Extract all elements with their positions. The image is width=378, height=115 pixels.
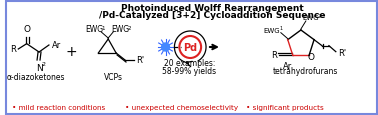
Text: Ar: Ar [52, 41, 61, 50]
Text: 2: 2 [42, 61, 46, 66]
Text: EWG: EWG [263, 27, 280, 33]
Text: 20 examples:: 20 examples: [164, 58, 215, 67]
Text: /Pd-Catalyzed [3+2] Cycloaddition Sequence: /Pd-Catalyzed [3+2] Cycloaddition Sequen… [99, 11, 325, 20]
Text: R: R [271, 50, 277, 59]
Text: Photoinduced Wolff Rearrangement: Photoinduced Wolff Rearrangement [121, 4, 304, 13]
Text: O: O [24, 25, 31, 34]
Text: 1: 1 [102, 25, 105, 30]
Text: EWG: EWG [302, 15, 319, 21]
Text: α-diazoketones: α-diazoketones [7, 72, 65, 81]
Text: EWG: EWG [111, 25, 129, 34]
Text: N: N [36, 63, 42, 72]
Text: 58-99% yields: 58-99% yields [162, 66, 216, 75]
Circle shape [161, 44, 169, 52]
Text: O: O [308, 52, 314, 61]
Text: Ar: Ar [283, 61, 293, 70]
Text: +: + [66, 45, 77, 59]
Text: 1: 1 [279, 26, 282, 31]
Text: 2: 2 [317, 13, 320, 18]
Text: • significant products: • significant products [246, 104, 323, 110]
Text: VCPs: VCPs [104, 72, 122, 81]
Text: • mild reaction conditions: • mild reaction conditions [12, 104, 105, 110]
Text: • unexpected chemoselectivity: • unexpected chemoselectivity [125, 104, 238, 110]
Text: R': R' [136, 56, 144, 65]
FancyBboxPatch shape [6, 1, 376, 114]
Text: EWG: EWG [85, 25, 104, 34]
Text: tetrahydrofurans: tetrahydrofurans [273, 67, 339, 76]
Text: R: R [11, 45, 16, 54]
Text: R': R' [338, 49, 346, 58]
Text: 2: 2 [127, 25, 131, 30]
Text: Pd: Pd [183, 43, 197, 53]
